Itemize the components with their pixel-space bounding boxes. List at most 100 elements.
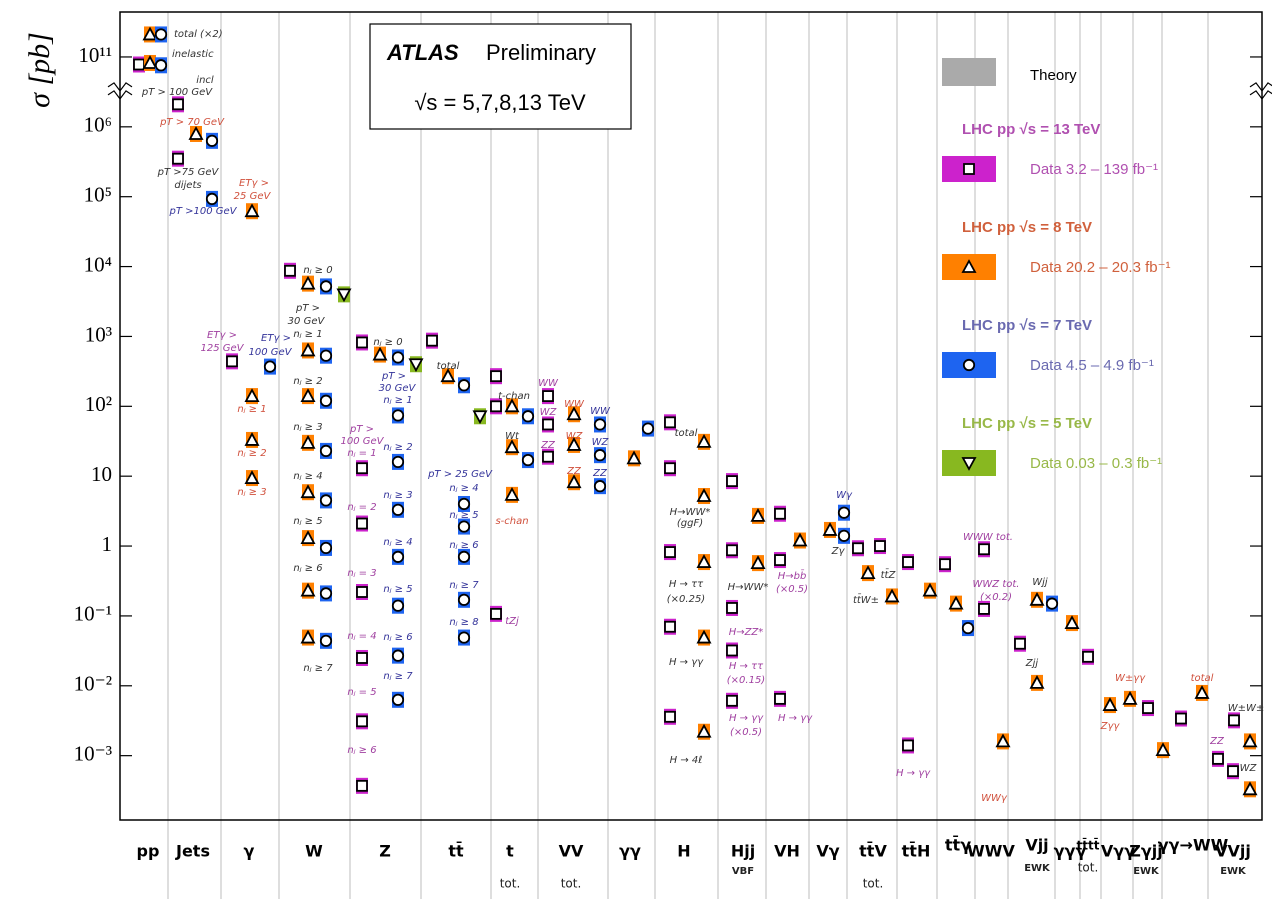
x-category-label: γγ→WW <box>1158 836 1229 855</box>
annotation: ETγ > <box>207 330 237 341</box>
marker-circle <box>593 449 607 462</box>
x-category-label: pp <box>137 842 160 861</box>
x-category-label: Z <box>379 842 391 861</box>
subtitle: Preliminary <box>486 40 596 65</box>
x-category-note: tot. <box>500 877 521 891</box>
marker-square <box>356 517 368 530</box>
marker-triangle-up <box>188 126 204 140</box>
annotation: Zγ <box>831 546 846 557</box>
annotation: nⱼ ≥ 7 <box>449 580 479 591</box>
marker-square <box>726 602 738 614</box>
annotation: pT >100 GeV <box>168 206 237 217</box>
marker-square <box>490 370 502 383</box>
marker-circle <box>457 379 471 392</box>
marker-triangle-up <box>142 26 158 41</box>
y-tick-label: 1 <box>102 532 113 556</box>
annotation: nⱼ ≥ 5 <box>449 510 478 521</box>
x-category-note: EWK <box>1024 863 1051 874</box>
y-tick-label: 10³ <box>85 322 112 346</box>
marker-circle <box>593 480 607 493</box>
marker-square <box>356 462 368 475</box>
annotation: H → γγ <box>778 713 813 724</box>
marker-square <box>664 620 676 633</box>
annotation: H → γγ <box>669 657 704 668</box>
marker-triangle-up <box>300 388 316 402</box>
annotation: (×0.2) <box>980 592 1012 603</box>
annotation: Zjj <box>1025 658 1039 669</box>
marker-square <box>726 694 738 707</box>
annotation: nⱼ ≥ 3 <box>237 487 266 498</box>
annotation: dijets <box>174 180 201 191</box>
legend-data-label: Data 4.5 – 4.9 fb⁻¹ <box>1030 357 1154 374</box>
annotation: nⱼ ≥ 4 <box>449 483 478 494</box>
marker-triangle-up <box>1102 697 1118 711</box>
annotation: (×0.15) <box>727 675 765 686</box>
annotation: tt̄W± <box>853 593 879 606</box>
title-box <box>369 23 632 130</box>
marker-square <box>426 334 438 347</box>
marker-square <box>226 355 238 368</box>
annotation: nⱼ ≥ 6 <box>383 632 412 643</box>
marker-square <box>726 644 738 657</box>
x-category-label: Zγjj <box>1129 842 1162 861</box>
marker-square <box>172 98 184 111</box>
annotation: pT > 25 GeV <box>427 469 493 480</box>
marker-square <box>356 586 368 598</box>
annotation: W±W± <box>1228 703 1265 714</box>
marker-square <box>726 475 738 488</box>
marker-triangle-down <box>961 457 977 471</box>
legend: Theory LHC pp √s = 13 TeV Data 3.2 – 139 f… <box>942 58 1171 476</box>
marker-circle <box>641 422 655 435</box>
marker-square <box>1014 637 1026 650</box>
marker-triangle-up <box>1029 675 1045 689</box>
annotation: H→WW* <box>728 582 769 593</box>
annotation: (×0.5) <box>730 727 762 738</box>
marker-triangle-up <box>300 484 316 499</box>
marker-square <box>664 546 676 558</box>
x-category-label: γγγ <box>1054 842 1087 861</box>
x-category-label: tt̄ <box>448 841 464 861</box>
annotation: H→WW* <box>670 507 711 518</box>
annotation: pT > 100 GeV <box>141 87 213 98</box>
marks-layer <box>133 26 1258 798</box>
marker-triangle-up <box>696 629 712 644</box>
annotation: total <box>1191 673 1214 684</box>
marker-square <box>774 554 786 566</box>
annotation: nⱼ ≥ 7 <box>383 671 413 682</box>
marker-triangle-up <box>750 555 766 570</box>
annotation: s-chan <box>495 516 528 527</box>
marker-square <box>664 710 676 723</box>
marker-circle <box>837 529 851 542</box>
plot-frame <box>119 11 1263 821</box>
marker-square <box>542 418 554 431</box>
marker-triangle-up <box>1029 591 1045 606</box>
marker-circle <box>319 494 333 507</box>
marker-triangle-down <box>472 410 488 425</box>
marker-square <box>284 264 296 277</box>
annotation: nⱼ ≥ 4 <box>293 471 322 482</box>
annotation: nⱼ ≥ 0 <box>303 265 332 276</box>
marker-square <box>1228 714 1240 727</box>
annotation: WZ <box>592 437 610 448</box>
marker-circle <box>263 360 277 373</box>
marker-triangle-up <box>300 629 316 644</box>
annotation: t-chan <box>498 391 530 402</box>
marker-triangle-up <box>244 388 260 402</box>
legend-data-label: Data 3.2 – 139 fb⁻¹ <box>1030 161 1158 178</box>
marker-square <box>356 652 368 664</box>
x-category-label: tt̄H <box>902 841 931 861</box>
y-tick-label: 10 <box>91 462 112 486</box>
marker-triangle-up <box>884 588 900 603</box>
x-category-label: Jets <box>175 842 210 861</box>
marker-triangle-up <box>1194 685 1210 699</box>
x-category-note: tot. <box>561 877 582 891</box>
marker-circle <box>391 409 405 422</box>
legend-theory-label: Theory <box>1030 67 1077 84</box>
x-category-label: VV <box>559 842 584 861</box>
marker-square <box>874 540 886 552</box>
annotation: 100 GeV <box>248 347 292 358</box>
marker-square <box>774 507 786 520</box>
x-category-label: γγ <box>619 842 641 861</box>
x-category-label: H <box>677 842 690 861</box>
marker-circle <box>205 192 219 206</box>
